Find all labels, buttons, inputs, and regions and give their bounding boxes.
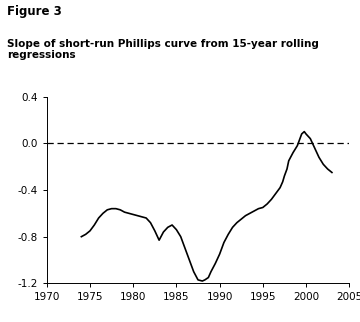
Text: Slope of short-run Phillips curve from 15-year rolling regressions: Slope of short-run Phillips curve from 1… [7, 39, 319, 60]
Text: Figure 3: Figure 3 [7, 5, 62, 18]
